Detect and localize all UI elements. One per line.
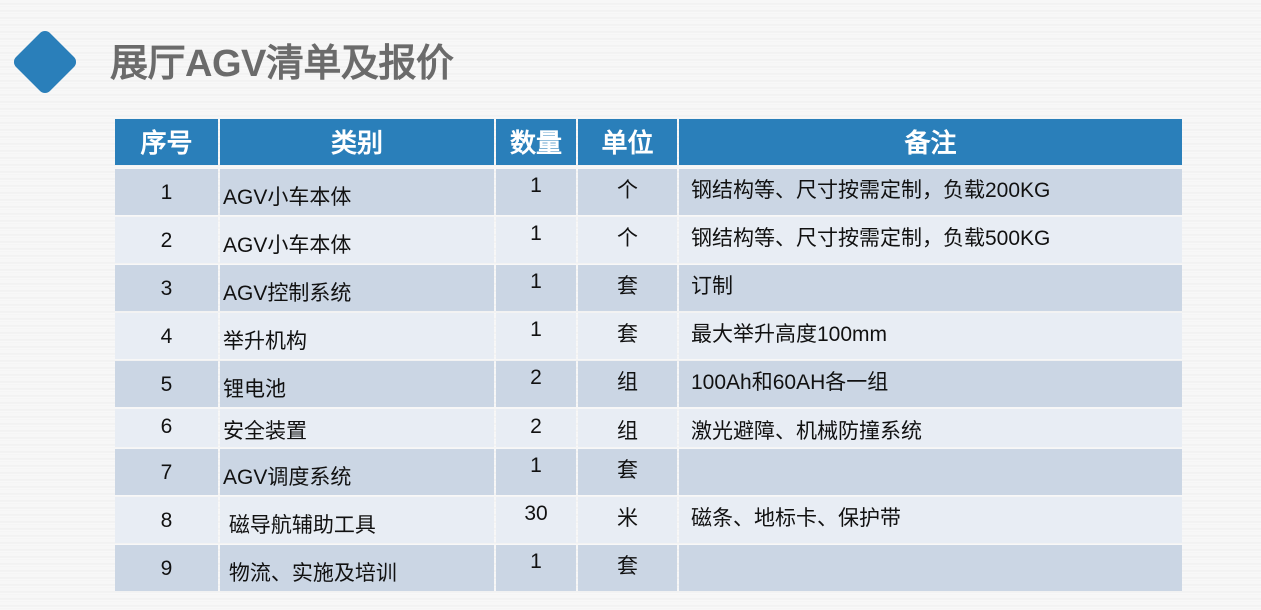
cell-index: 7	[115, 449, 218, 495]
cell-index: 3	[115, 265, 218, 311]
header-remarks: 备注	[679, 119, 1182, 165]
cell-category: 安全装置	[220, 409, 494, 447]
table-row: 3 AGV控制系统 1 套订制	[115, 265, 1182, 311]
cell-quantity: 2	[496, 361, 576, 407]
diamond-bullet-icon	[11, 28, 79, 96]
cell-index: 4	[115, 313, 218, 359]
cell-quantity: 2	[496, 409, 576, 447]
cell-category: AGV小车本体	[220, 169, 494, 215]
table-header: 序号 类别 数量 单位 备注	[115, 119, 1182, 165]
header-category: 类别	[220, 119, 494, 165]
cell-unit: 米	[578, 497, 677, 543]
cell-quantity: 1	[496, 449, 576, 495]
cell-quantity: 1	[496, 169, 576, 215]
cell-unit: 组	[578, 409, 677, 447]
header-quantity: 数量	[496, 119, 576, 165]
cell-category: 举升机构	[220, 313, 494, 359]
table-row: 5 锂电池 2 组 100Ah和60AH各一组	[115, 361, 1182, 407]
cell-unit: 套	[578, 265, 677, 311]
cell-remarks: 激光避障、机械防撞系统	[679, 409, 1182, 447]
cell-quantity: 1	[496, 265, 576, 311]
header-unit: 单位	[578, 119, 677, 165]
cell-quantity: 1	[496, 217, 576, 263]
cell-category: AGV小车本体	[220, 217, 494, 263]
cell-remarks: 磁条、地标卡、保护带	[679, 497, 1182, 543]
cell-index: 6	[115, 409, 218, 447]
table-row: 9 物流、实施及培训 1 套	[115, 545, 1182, 591]
cell-unit: 套	[578, 545, 677, 591]
cell-remarks: 100Ah和60AH各一组	[679, 361, 1182, 407]
cell-quantity: 1	[496, 545, 576, 591]
cell-unit: 个	[578, 169, 677, 215]
cell-remarks: 钢结构等、尺寸按需定制，负载200KG	[679, 169, 1182, 215]
cell-index: 9	[115, 545, 218, 591]
cell-category: 磁导航辅助工具	[220, 497, 494, 543]
cell-quantity: 30	[496, 497, 576, 543]
cell-category: 物流、实施及培训	[220, 545, 494, 591]
cell-remarks	[679, 449, 1182, 495]
table-row: 7 AGV调度系统 1 套	[115, 449, 1182, 495]
cell-unit: 个	[578, 217, 677, 263]
cell-quantity: 1	[496, 313, 576, 359]
header-index: 序号	[115, 119, 218, 165]
cell-unit: 套	[578, 313, 677, 359]
cell-remarks: 订制	[679, 265, 1182, 311]
cell-index: 1	[115, 169, 218, 215]
cell-unit: 组	[578, 361, 677, 407]
page-title: 展厅AGV清单及报价	[110, 43, 454, 85]
cell-unit: 套	[578, 449, 677, 495]
cell-index: 5	[115, 361, 218, 407]
cell-remarks	[679, 545, 1182, 591]
cell-index: 2	[115, 217, 218, 263]
cell-index: 8	[115, 497, 218, 543]
quote-table: 序号 类别 数量 单位 备注 1 AGV小车本体 1 个钢结构等、尺寸按需定制，负载2…	[115, 119, 1182, 593]
table-row: 2 AGV小车本体 1 个钢结构等、尺寸按需定制，负载500KG	[115, 217, 1182, 263]
cell-remarks: 最大举升高度100mm	[679, 313, 1182, 359]
cell-category: AGV控制系统	[220, 265, 494, 311]
table-row: 1 AGV小车本体 1 个钢结构等、尺寸按需定制，负载200KG	[115, 169, 1182, 215]
cell-category: 锂电池	[220, 361, 494, 407]
cell-remarks: 钢结构等、尺寸按需定制，负载500KG	[679, 217, 1182, 263]
table-row: 4 举升机构 1 套最大举升高度100mm	[115, 313, 1182, 359]
table-row: 6 安全装置 2 组激光避障、机械防撞系统	[115, 409, 1182, 447]
cell-category: AGV调度系统	[220, 449, 494, 495]
table-row: 8 磁导航辅助工具 30 米磁条、地标卡、保护带	[115, 497, 1182, 543]
